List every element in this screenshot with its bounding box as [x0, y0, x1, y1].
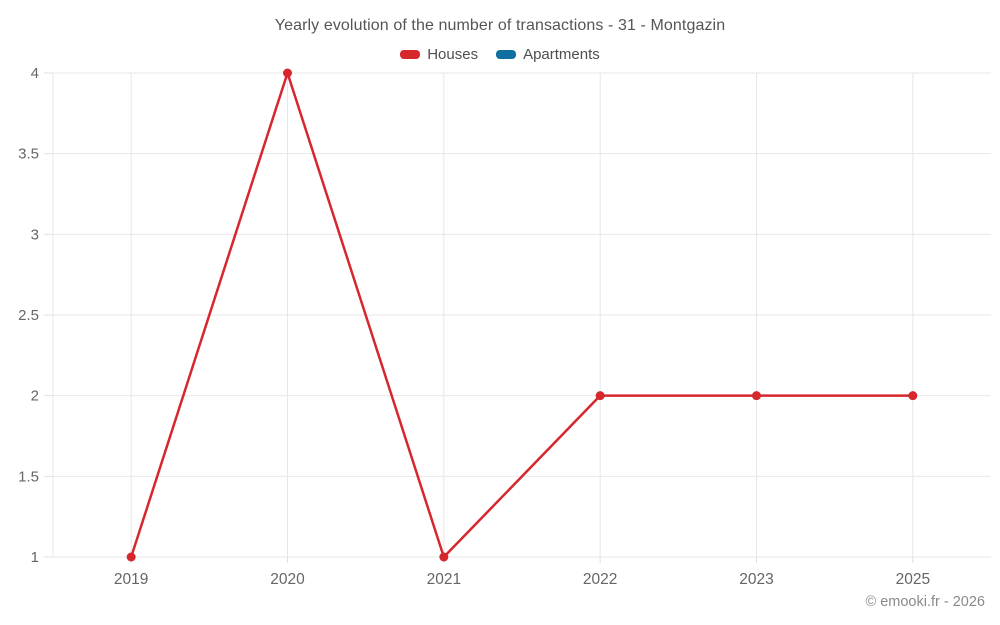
legend-label: Houses	[427, 46, 479, 63]
legend: Houses Apartments	[0, 46, 1000, 63]
x-axis-label: 2025	[896, 571, 930, 588]
data-point-houses-2025[interactable]	[908, 391, 918, 401]
chart-title: Yearly evolution of the number of transa…	[274, 17, 726, 34]
credit-watermark: © emooki.fr - 2026	[865, 594, 985, 610]
x-axis-label: 2019	[114, 571, 148, 588]
y-axis-label: 1.5	[18, 468, 39, 485]
legend-swatch-icon	[400, 50, 421, 59]
data-point-houses-2023[interactable]	[752, 391, 761, 401]
y-axis-label: 1	[31, 549, 39, 566]
y-axis-label: 4	[31, 65, 39, 82]
legend-label: Apartments	[523, 46, 600, 63]
data-point-houses-2022[interactable]	[595, 391, 605, 401]
series-line-houses	[129, 71, 915, 559]
data-point-houses-2020[interactable]	[283, 68, 292, 78]
x-axis-label: 2021	[427, 571, 461, 588]
y-axis-label: 3	[31, 226, 39, 243]
legend-item-apartments[interactable]: Apartments	[496, 46, 600, 63]
data-point-houses-2021[interactable]	[439, 552, 449, 562]
y-axis-label: 3.5	[18, 146, 39, 163]
x-axis-label: 2023	[739, 571, 773, 588]
y-axis-label: 2	[31, 388, 39, 405]
x-axis-label: 2020	[270, 571, 305, 588]
x-axis-label: 2022	[583, 571, 617, 588]
y-axis-label: 2.5	[18, 307, 39, 324]
legend-swatch-icon	[496, 50, 517, 59]
data-point-houses-2019[interactable]	[126, 552, 136, 562]
legend-item-houses[interactable]: Houses	[400, 46, 478, 63]
